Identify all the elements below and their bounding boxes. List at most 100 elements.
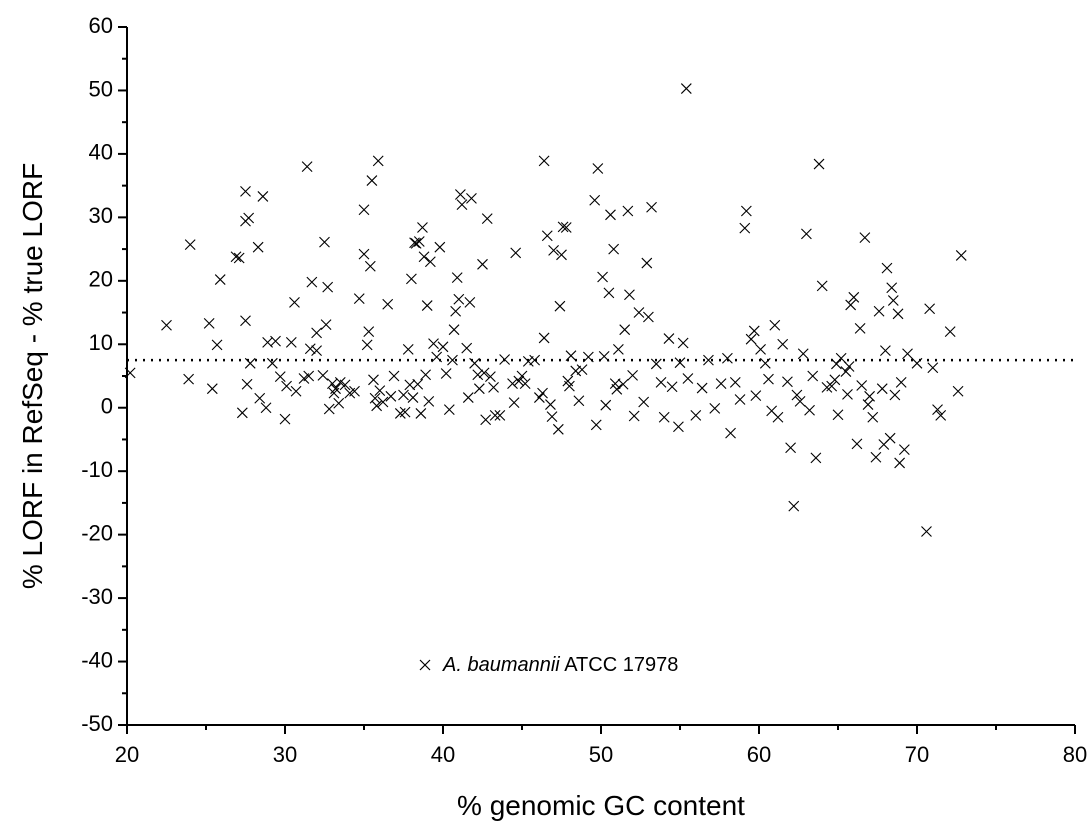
point (791, 389, 803, 401)
point (682, 373, 694, 384)
point (854, 323, 866, 334)
point (508, 397, 520, 409)
point (301, 161, 313, 172)
point (353, 293, 365, 304)
point (876, 383, 888, 395)
x-axis-title: % genomic GC content (457, 790, 745, 821)
point (548, 244, 559, 256)
point (622, 205, 634, 217)
point (420, 369, 432, 381)
point (690, 409, 702, 421)
point (399, 406, 411, 418)
point (257, 191, 269, 202)
point (412, 378, 424, 390)
point (788, 500, 800, 512)
point (522, 356, 534, 367)
point (554, 300, 566, 312)
x-tick-label: 50 (589, 742, 613, 767)
point (655, 376, 667, 388)
point (270, 335, 281, 347)
point (590, 419, 602, 431)
point (856, 380, 868, 391)
point (851, 438, 863, 450)
point (944, 326, 956, 337)
point (437, 341, 449, 353)
point (785, 442, 796, 454)
point (537, 387, 548, 399)
point (124, 367, 136, 379)
point (447, 354, 458, 366)
point (279, 413, 291, 425)
point (894, 457, 906, 469)
point (873, 305, 885, 317)
point (763, 373, 774, 385)
point (840, 366, 852, 377)
point (641, 257, 653, 269)
y-tick-label: 0 (101, 394, 113, 419)
point (290, 385, 302, 397)
point (462, 392, 474, 403)
point (461, 342, 473, 354)
point (513, 375, 525, 387)
point (932, 404, 943, 416)
point (552, 423, 564, 435)
point (816, 280, 828, 292)
point (260, 402, 272, 414)
point (895, 376, 907, 388)
annotation-marker (419, 659, 431, 671)
point (794, 395, 806, 407)
point (206, 383, 218, 395)
point (415, 408, 427, 419)
point (643, 311, 654, 323)
y-tick-label: 40 (89, 140, 113, 165)
point (241, 378, 253, 390)
point (658, 411, 670, 423)
point (320, 319, 332, 330)
point (499, 354, 511, 365)
point (673, 421, 684, 433)
point (892, 308, 904, 320)
point (388, 370, 400, 382)
point (243, 212, 255, 224)
point (597, 271, 608, 283)
point (516, 370, 528, 382)
point (848, 291, 860, 303)
point (328, 387, 340, 399)
point (203, 317, 215, 329)
point (924, 303, 936, 315)
point (617, 378, 629, 390)
point (421, 300, 433, 311)
point (240, 315, 251, 327)
point (382, 298, 394, 310)
point (832, 409, 844, 421)
point (674, 357, 686, 369)
point (886, 282, 898, 294)
point (281, 380, 292, 392)
point (589, 194, 601, 206)
point (372, 155, 384, 167)
annotation-species: A. baumannii (442, 654, 560, 676)
point (448, 324, 460, 336)
point (755, 343, 766, 355)
point (546, 411, 558, 422)
annotation-text: A. baumannii ATCC 17978 (442, 654, 678, 676)
point (424, 256, 436, 268)
point (782, 376, 793, 388)
point (759, 357, 771, 369)
point (729, 376, 741, 388)
point (214, 274, 226, 285)
point (600, 399, 612, 411)
point (311, 345, 322, 357)
point (560, 222, 572, 233)
point (769, 319, 781, 331)
point (366, 175, 378, 186)
point (564, 380, 575, 392)
point (339, 379, 351, 391)
point (538, 332, 550, 344)
point (722, 352, 733, 364)
point (627, 369, 638, 381)
point (725, 427, 736, 439)
point (576, 364, 588, 376)
point (813, 158, 825, 170)
point (252, 241, 264, 253)
